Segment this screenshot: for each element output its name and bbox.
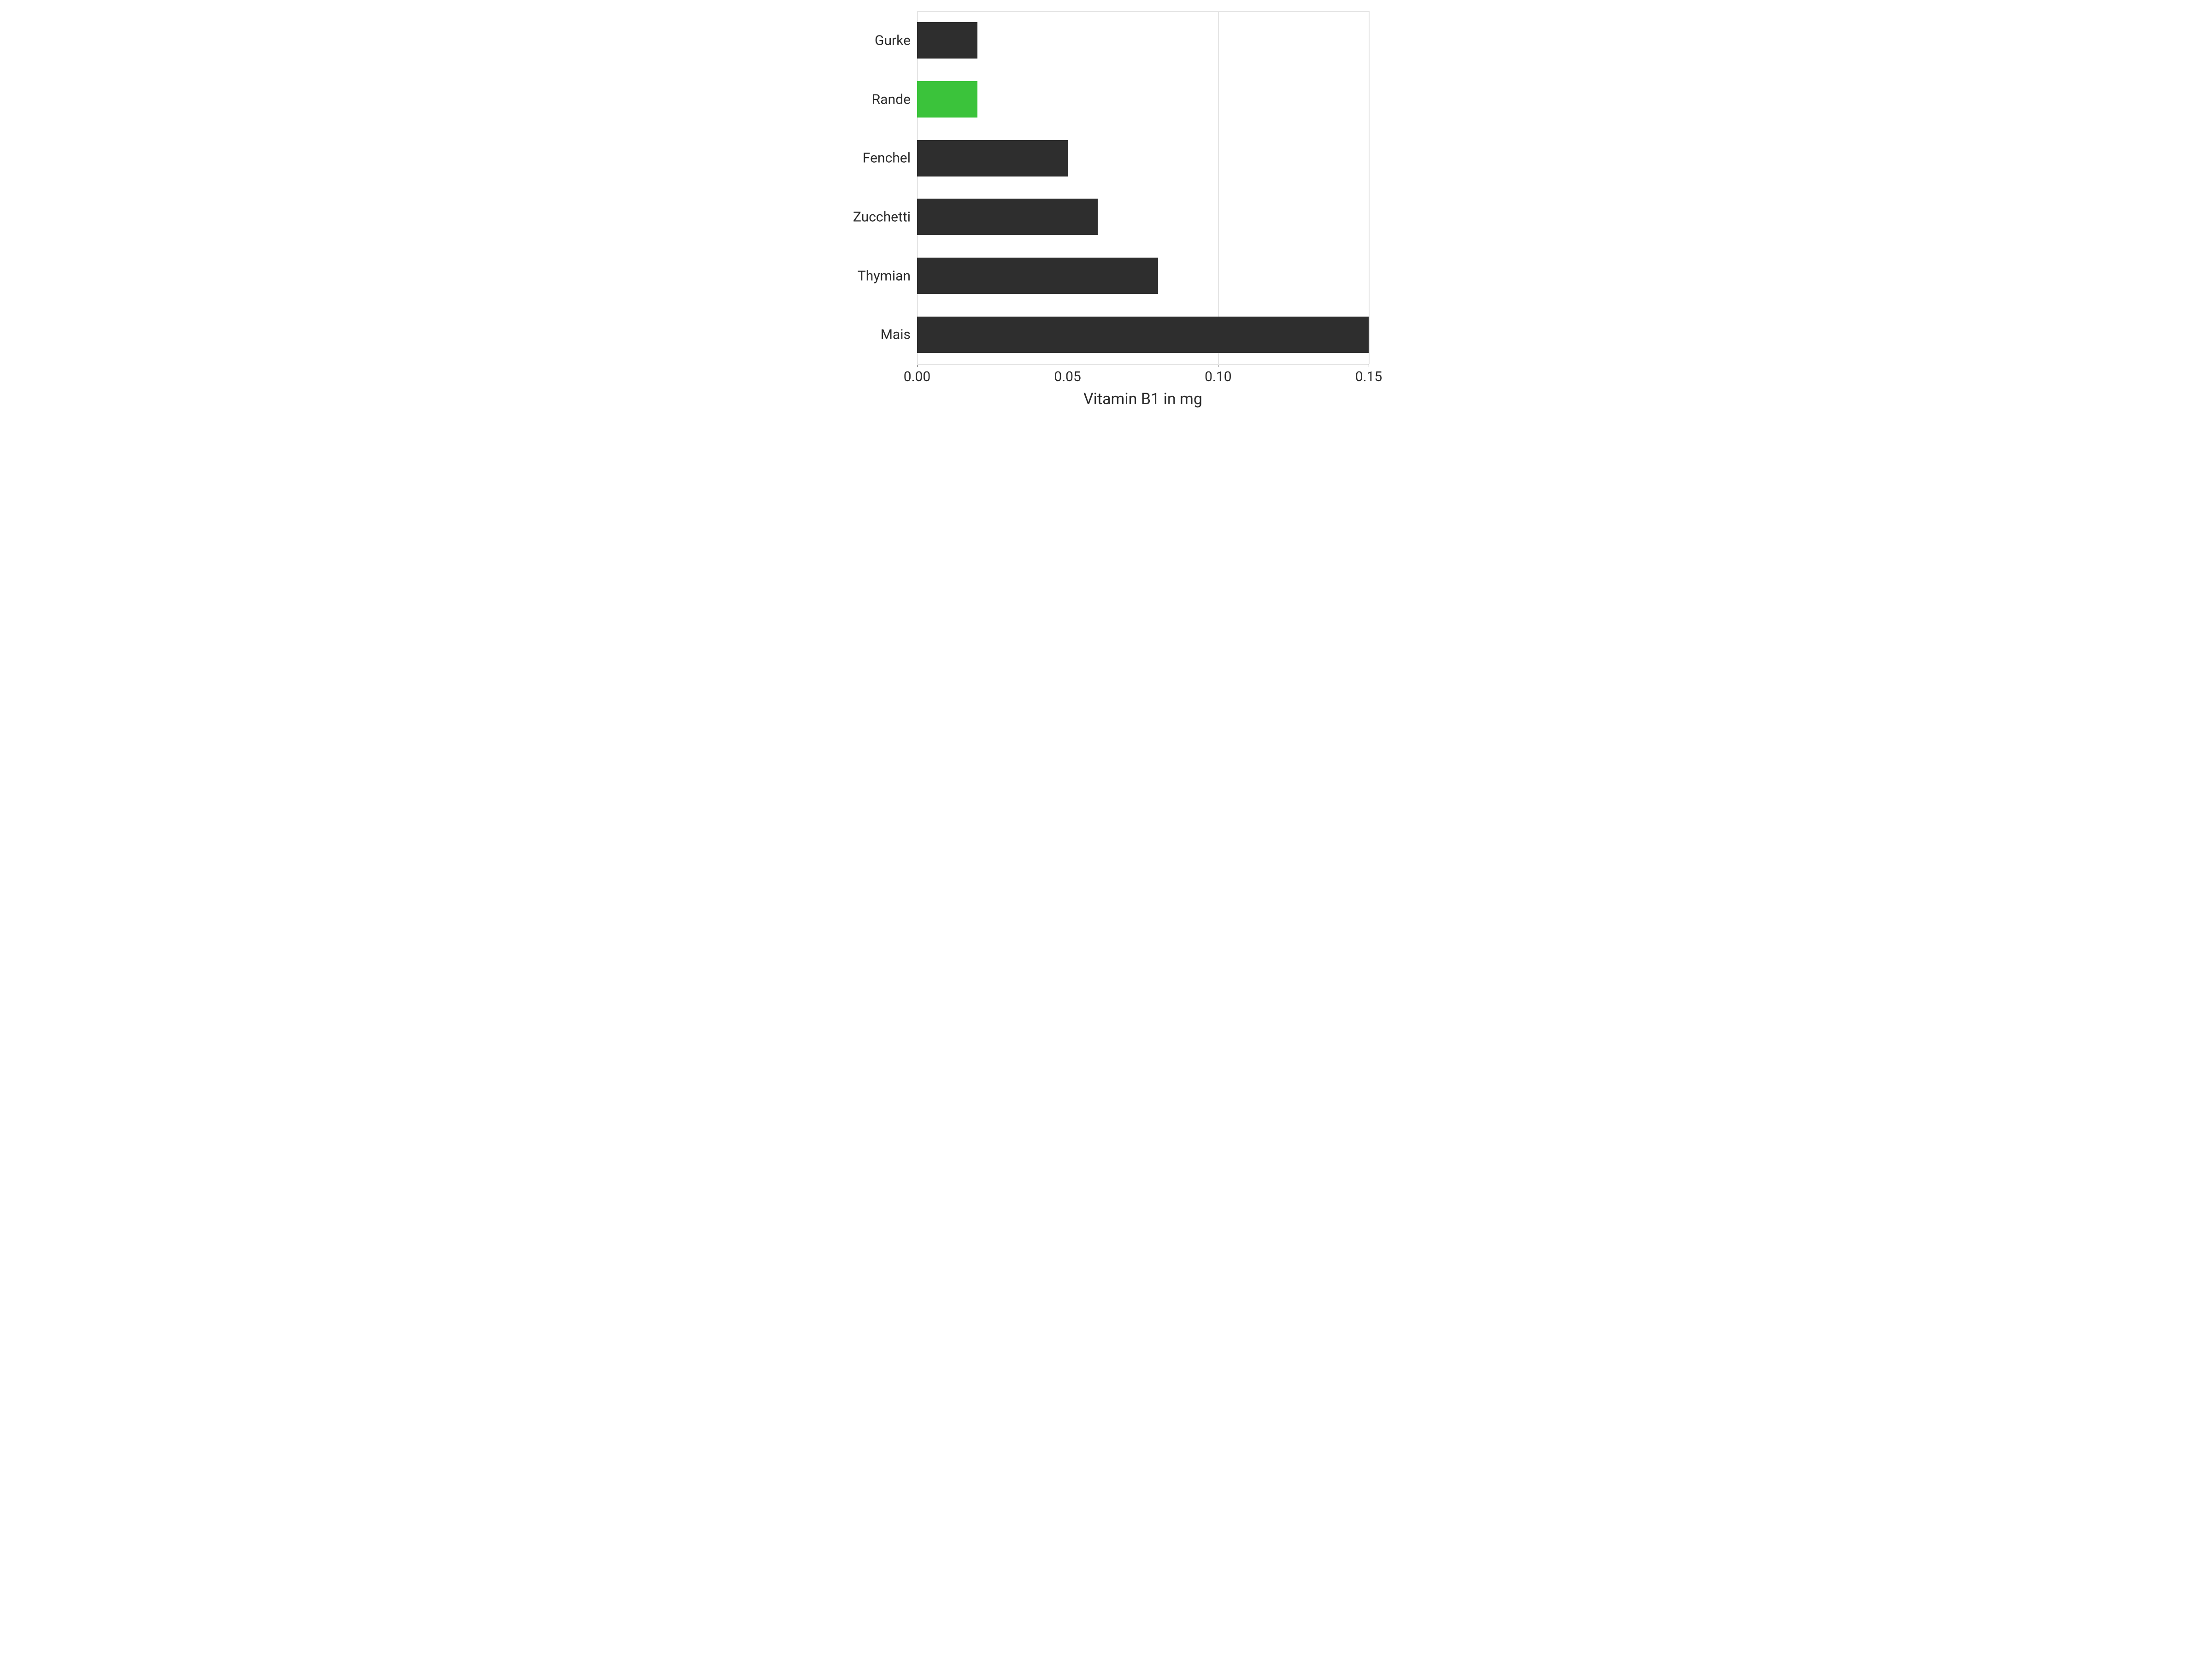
grid-line-horizontal [917, 364, 1369, 365]
y-category-label: Rande [872, 91, 917, 107]
y-category-label: Fenchel [863, 150, 917, 166]
x-tick-label: 0.15 [1355, 364, 1382, 385]
x-axis-title: Vitamin B1 in mg [1083, 390, 1202, 408]
grid-line-vertical [1068, 11, 1069, 364]
bar [917, 22, 977, 59]
vitamin-b1-bar-chart: 0.00 0.05 0.10 0.15 Gurke Rande Fenchel Zucchet… [830, 0, 1382, 415]
x-tick-label: 0.10 [1205, 364, 1232, 385]
bar [917, 81, 977, 118]
y-category-label: Gurke [875, 32, 917, 48]
grid-line-vertical [1218, 11, 1219, 364]
y-category-label: Mais [881, 327, 917, 343]
grid-line-horizontal [917, 11, 1369, 12]
bar [917, 199, 1098, 235]
plot-area: 0.000.050.100.15GurkeRandeFenchelZucchet… [917, 11, 1369, 364]
bar [917, 317, 1369, 353]
x-tick-label: 0.05 [1054, 364, 1081, 385]
grid-line-vertical [917, 11, 918, 364]
bar [917, 140, 1068, 176]
grid-line-vertical [1369, 11, 1370, 364]
y-category-label: Thymian [858, 268, 917, 284]
x-tick-label: 0.00 [904, 364, 931, 385]
y-category-label: Zucchetti [853, 209, 917, 225]
bar [917, 258, 1158, 294]
